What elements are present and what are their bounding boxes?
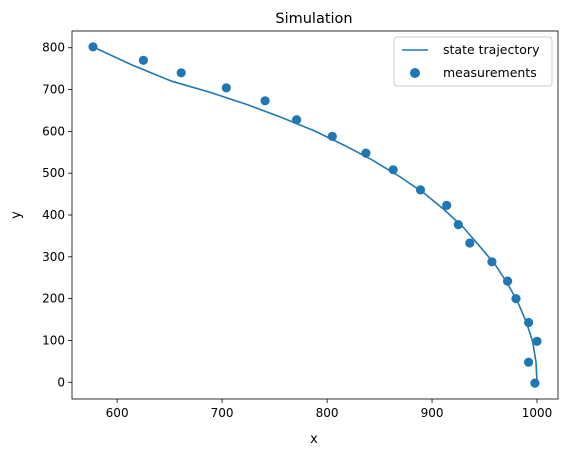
legend-frame	[393, 36, 553, 87]
legend-label-measurements: measurements	[443, 65, 537, 80]
measurement-point	[388, 165, 398, 175]
measurement-point	[511, 294, 521, 304]
legend-label-state-trajectory: state trajectory	[443, 42, 540, 57]
series-line-state-trajectory	[92, 46, 538, 383]
x-tick-label: 600	[106, 406, 129, 420]
x-tick-label: 800	[316, 406, 339, 420]
measurement-point	[524, 357, 534, 367]
measurement-point	[453, 220, 463, 230]
y-tick-label: 500	[42, 166, 65, 180]
measurement-point	[327, 131, 337, 141]
x-axis-ticks: 600 700 800 900 1000	[106, 399, 553, 420]
measurement-point	[88, 42, 98, 52]
y-tick-label: 100	[42, 333, 65, 347]
y-axis-ticks: 0 100 200 300 400 500 600 700 800	[42, 41, 72, 389]
legend: state trajectory measurements	[393, 36, 553, 87]
x-axis-label: x	[310, 432, 318, 447]
measurement-point	[361, 148, 371, 158]
measurement-point	[260, 96, 270, 106]
chart-title: Simulation	[275, 11, 352, 27]
measurement-point	[524, 317, 534, 328]
y-tick-label: 800	[42, 41, 65, 55]
y-tick-label: 0	[57, 375, 65, 389]
y-tick-label: 400	[42, 208, 65, 222]
y-axis-label: y	[9, 211, 24, 219]
measurement-point	[530, 378, 540, 388]
measurement-point	[415, 185, 426, 195]
measurement-point	[503, 276, 513, 286]
y-tick-label: 200	[42, 292, 65, 306]
plot-area	[88, 42, 542, 388]
measurement-point	[442, 200, 452, 210]
y-tick-label: 300	[42, 250, 65, 264]
measurement-point	[221, 83, 231, 93]
measurement-point	[292, 115, 302, 125]
x-tick-label: 1000	[522, 406, 553, 420]
measurement-point	[465, 238, 475, 248]
axes-frame	[71, 30, 559, 400]
measurement-point	[138, 55, 148, 65]
x-tick-label: 700	[211, 406, 234, 420]
measurement-point	[532, 336, 542, 346]
x-tick-label: 900	[421, 406, 444, 420]
y-tick-label: 600	[42, 124, 65, 138]
legend-marker-swatch	[410, 68, 420, 78]
y-tick-label: 700	[42, 83, 65, 97]
measurement-point	[176, 68, 186, 78]
measurement-point	[487, 257, 497, 267]
